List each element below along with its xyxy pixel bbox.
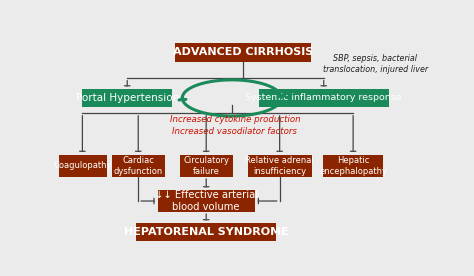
FancyBboxPatch shape — [157, 190, 255, 212]
Text: Coagulopathy: Coagulopathy — [53, 161, 112, 171]
FancyBboxPatch shape — [180, 155, 233, 177]
Text: Circulatory
failure: Circulatory failure — [183, 156, 229, 176]
FancyBboxPatch shape — [111, 155, 165, 177]
FancyBboxPatch shape — [258, 89, 389, 107]
FancyBboxPatch shape — [82, 89, 172, 107]
Text: Portal Hypertension: Portal Hypertension — [75, 93, 179, 103]
Text: SBP, sepsis, bacterial
translocation, injured liver: SBP, sepsis, bacterial translocation, in… — [323, 54, 428, 74]
FancyBboxPatch shape — [137, 223, 276, 241]
Text: HEPATORENAL SYNDROME: HEPATORENAL SYNDROME — [124, 227, 289, 237]
Text: Increased cytokine production
Increased vasodilator factors: Increased cytokine production Increased … — [170, 115, 300, 136]
Text: Systemic inflammatory response: Systemic inflammatory response — [246, 94, 402, 102]
Text: Cardiac
dysfunction: Cardiac dysfunction — [114, 156, 163, 176]
FancyBboxPatch shape — [323, 155, 383, 177]
Text: ↓↓ Effective arterial
blood volume: ↓↓ Effective arterial blood volume — [155, 190, 258, 212]
Text: ADVANCED CIRRHOSIS: ADVANCED CIRRHOSIS — [173, 47, 313, 57]
Text: Relative adrenal
insufficiency: Relative adrenal insufficiency — [245, 156, 314, 176]
FancyBboxPatch shape — [247, 155, 312, 177]
FancyBboxPatch shape — [58, 155, 107, 177]
FancyBboxPatch shape — [175, 43, 311, 62]
Text: Hepatic
encephalopathy: Hepatic encephalopathy — [319, 156, 387, 176]
